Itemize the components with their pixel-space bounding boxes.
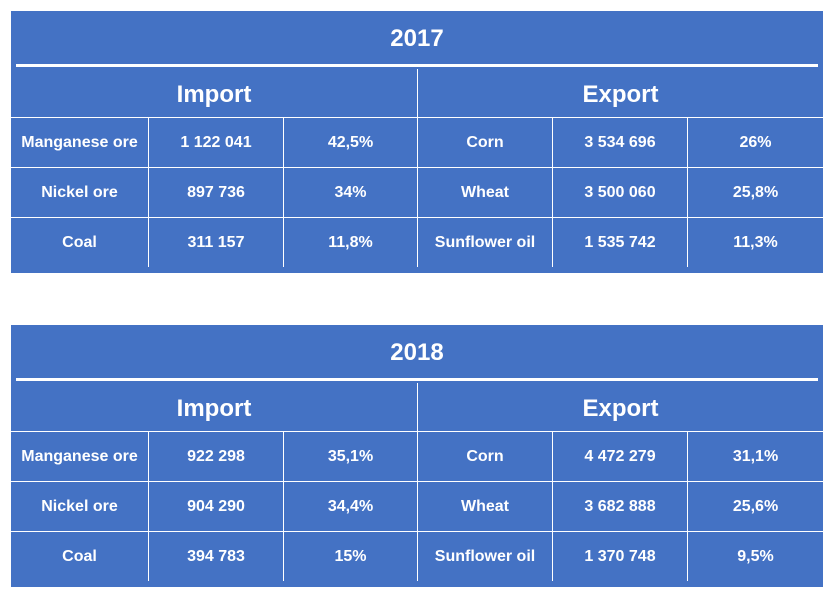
export-item: Wheat [461, 497, 509, 515]
import-item: Nickel ore [41, 497, 118, 515]
divider [552, 118, 553, 267]
import-value: 922 298 [187, 447, 245, 465]
import-item: Manganese ore [21, 133, 138, 151]
export-header: Export [582, 394, 659, 422]
divider [552, 432, 553, 581]
export-share: 31,1% [732, 447, 779, 465]
export-value: 3 500 060 [584, 183, 656, 201]
import-item: Nickel ore [41, 183, 118, 201]
import-share: 34% [334, 183, 367, 201]
export-share: 25,8% [732, 183, 779, 201]
trade-table-2018: 2018 Import Export Manganese ore 922 298… [11, 325, 823, 587]
export-value: 1 535 742 [584, 233, 656, 251]
export-share: 9,5% [737, 547, 774, 565]
import-share: 42,5% [327, 133, 374, 151]
import-share: 34,4% [327, 497, 374, 515]
import-value: 394 783 [187, 547, 245, 565]
export-item: Sunflower oil [434, 233, 536, 251]
export-share: 11,3% [733, 233, 778, 251]
divider [417, 383, 418, 581]
import-item: Coal [62, 547, 97, 565]
divider [687, 432, 688, 581]
export-item: Corn [466, 447, 504, 465]
export-value: 3 682 888 [584, 497, 656, 515]
divider [148, 432, 149, 581]
import-share: 15% [334, 547, 367, 565]
import-share: 11,8% [328, 233, 373, 251]
import-item: Manganese ore [21, 447, 138, 465]
table-year-title: 2018 [390, 338, 444, 366]
divider [687, 118, 688, 267]
export-value: 3 534 696 [584, 133, 656, 151]
export-item: Corn [466, 133, 504, 151]
divider [283, 432, 284, 581]
divider [283, 118, 284, 267]
export-share: 25,6% [732, 497, 779, 515]
import-value: 904 290 [187, 497, 245, 515]
export-share: 26% [739, 133, 772, 151]
import-share: 35,1% [327, 447, 374, 465]
export-item: Wheat [461, 183, 509, 201]
import-value: 897 736 [187, 183, 245, 201]
import-value: 311 157 [187, 233, 245, 251]
import-header: Import [176, 394, 252, 422]
divider [16, 64, 818, 67]
table-year-title: 2017 [390, 24, 444, 52]
divider [148, 118, 149, 267]
trade-table-2017: 2017 Import Export Manganese ore 1 122 0… [11, 11, 823, 273]
export-header: Export [582, 80, 659, 108]
import-item: Coal [62, 233, 97, 251]
import-header: Import [176, 80, 252, 108]
export-item: Sunflower oil [434, 547, 536, 565]
divider [417, 69, 418, 267]
export-value: 1 370 748 [584, 547, 656, 565]
import-value: 1 122 041 [180, 133, 252, 151]
export-value: 4 472 279 [584, 447, 656, 465]
divider [16, 378, 818, 381]
